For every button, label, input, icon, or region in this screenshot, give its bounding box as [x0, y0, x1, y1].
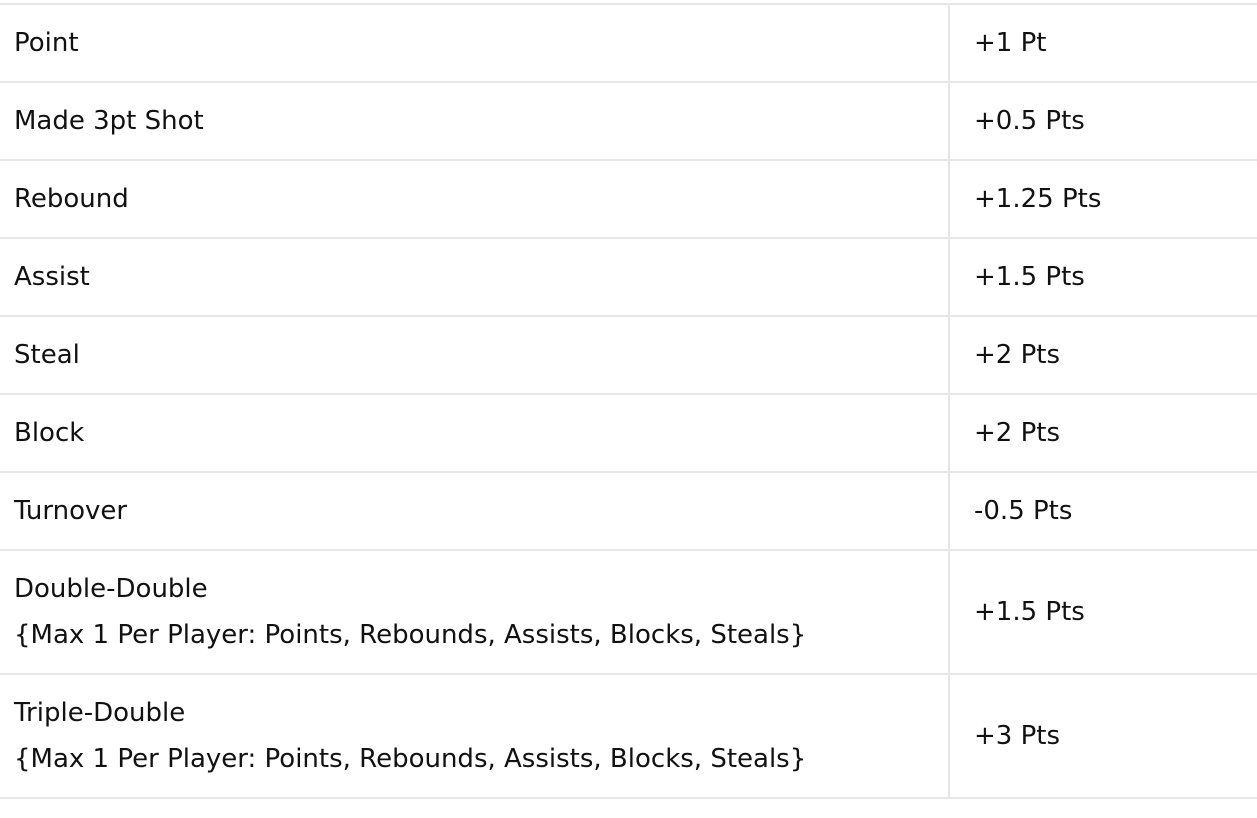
- points-cell: +0.5 Pts: [949, 81, 1257, 161]
- points-cell: +1 Pt: [949, 3, 1257, 83]
- table-row: Triple-Double {Max 1 Per Player: Points,…: [0, 673, 1257, 799]
- stat-label: Made 3pt Shot: [14, 106, 204, 136]
- stat-label: Steal: [14, 340, 80, 370]
- points-cell: +2 Pts: [949, 315, 1257, 395]
- stat-label: Block: [14, 418, 85, 448]
- stat-cell: Assist: [0, 237, 950, 317]
- table-row: Point +1 Pt: [0, 3, 1257, 83]
- stat-note: {Max 1 Per Player: Points, Rebounds, Ass…: [14, 620, 807, 650]
- stat-label: Double-Double: [14, 574, 208, 604]
- stat-cell: Triple-Double {Max 1 Per Player: Points,…: [0, 673, 950, 799]
- table-row: Assist +1.5 Pts: [0, 237, 1257, 317]
- table-row: Steal +2 Pts: [0, 315, 1257, 395]
- table-row: Rebound +1.25 Pts: [0, 159, 1257, 239]
- stat-cell: Steal: [0, 315, 950, 395]
- points-cell: +1.5 Pts: [949, 237, 1257, 317]
- stat-cell: Rebound: [0, 159, 950, 239]
- stat-cell: Turnover: [0, 471, 950, 551]
- table-row: Made 3pt Shot +0.5 Pts: [0, 81, 1257, 161]
- table-row: Turnover -0.5 Pts: [0, 471, 1257, 551]
- points-cell: +1.5 Pts: [949, 549, 1257, 675]
- scoring-table: Point +1 Pt Made 3pt Shot +0.5 Pts Rebou…: [0, 3, 1257, 799]
- stat-label: Point: [14, 28, 79, 58]
- points-cell: +2 Pts: [949, 393, 1257, 473]
- table-row: Block +2 Pts: [0, 393, 1257, 473]
- stat-cell: Point: [0, 3, 950, 83]
- table-row: Double-Double {Max 1 Per Player: Points,…: [0, 549, 1257, 675]
- points-cell: +3 Pts: [949, 673, 1257, 799]
- stat-note: {Max 1 Per Player: Points, Rebounds, Ass…: [14, 744, 807, 774]
- stat-cell: Block: [0, 393, 950, 473]
- points-cell: +1.25 Pts: [949, 159, 1257, 239]
- stat-label: Rebound: [14, 184, 129, 214]
- stat-label: Triple-Double: [14, 698, 186, 728]
- points-cell: -0.5 Pts: [949, 471, 1257, 551]
- stat-label: Assist: [14, 262, 90, 292]
- stat-label: Turnover: [14, 496, 128, 526]
- stat-cell: Made 3pt Shot: [0, 81, 950, 161]
- stat-cell: Double-Double {Max 1 Per Player: Points,…: [0, 549, 950, 675]
